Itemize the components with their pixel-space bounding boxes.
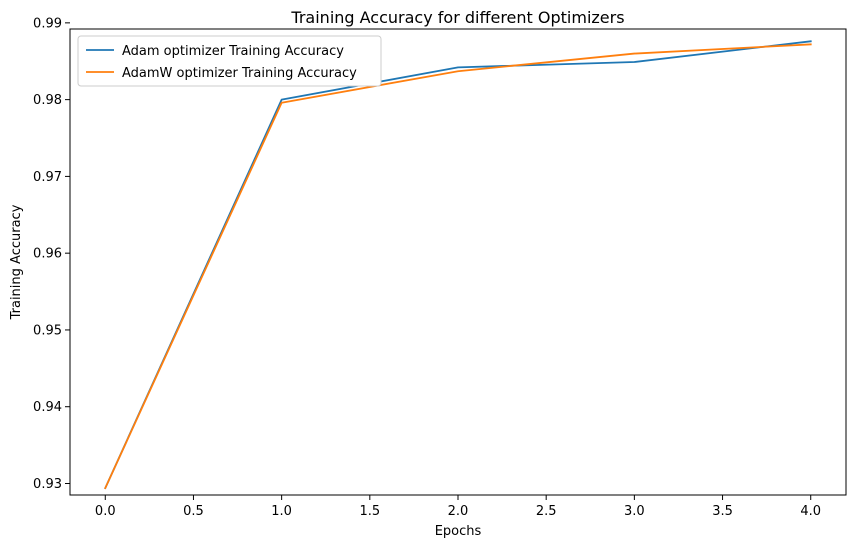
- x-tick-label: 1.0: [271, 504, 292, 519]
- x-tick-label: 4.0: [800, 504, 821, 519]
- y-tick-label: 0.93: [33, 477, 62, 492]
- legend-label-adam: Adam optimizer Training Accuracy: [122, 44, 344, 59]
- y-tick-label: 0.94: [33, 400, 62, 415]
- legend-label-adamw: AdamW optimizer Training Accuracy: [122, 66, 357, 81]
- x-tick-label: 3.0: [624, 504, 645, 519]
- x-axis-ticks: 0.0 0.5 1.0 1.5 2.0 2.5 3.0 3.5 4.0: [95, 495, 821, 519]
- legend-box: [77, 35, 382, 87]
- x-tick-label: 2.5: [536, 504, 557, 519]
- series-line-adamw: [104, 43, 812, 490]
- x-tick-label: 1.5: [359, 504, 380, 519]
- x-tick-label: 0.5: [183, 504, 204, 519]
- y-tick-label: 0.97: [33, 170, 62, 185]
- plot-frame: [69, 28, 847, 496]
- y-tick-label: 0.95: [33, 323, 62, 338]
- y-tick-label: 0.98: [33, 93, 62, 108]
- x-axis-label: Epochs: [435, 524, 482, 539]
- y-tick-label: 0.96: [33, 247, 62, 262]
- chart-title: Training Accuracy for different Optimize…: [290, 8, 624, 27]
- legend: Adam optimizer Training Accuracy AdamW o…: [77, 35, 382, 87]
- x-tick-label: 3.5: [712, 504, 733, 519]
- y-axis-label: Training Accuracy: [9, 204, 24, 320]
- y-tick-label: 0.99: [33, 16, 62, 31]
- y-axis-ticks: 0.93 0.94 0.95 0.96 0.97 0.98 0.99: [33, 16, 70, 492]
- x-tick-label: 0.0: [95, 504, 116, 519]
- x-tick-label: 2.0: [448, 504, 469, 519]
- plot-lines: [104, 40, 812, 490]
